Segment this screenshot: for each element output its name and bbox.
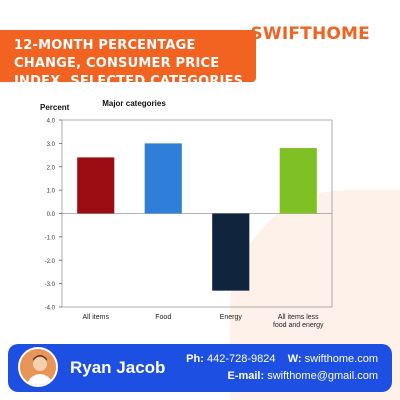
bar xyxy=(212,213,250,291)
email-label: E-mail: xyxy=(227,370,265,382)
person-icon xyxy=(20,349,56,385)
phone-number[interactable]: 442-728-9824 xyxy=(206,353,276,365)
title-banner: 12-MONTH PERCENTAGE CHANGE, CONSUMER PRI… xyxy=(0,30,256,89)
x-tick-label: Energy xyxy=(220,314,243,321)
chart-title: Major categories xyxy=(102,99,166,108)
phone-label: Ph: xyxy=(186,353,204,365)
y-axis-label: Percent xyxy=(40,103,70,112)
brand-logo: SWIFTHOME xyxy=(250,24,370,44)
y-tick-label: 2.0 xyxy=(47,165,56,171)
plot-area: 4.0 3.0 2.0 1.0 0.0 -1.0 -2.0 -3.0 -4.0 All items… xyxy=(45,119,333,329)
y-tick-label: -1.0 xyxy=(45,235,56,241)
avatar xyxy=(18,347,58,387)
y-tick-label: 3.0 xyxy=(47,142,56,148)
x-tick-label: All items xyxy=(83,314,110,321)
y-tick-label: -2.0 xyxy=(45,259,56,265)
y-tick-label: 0.0 xyxy=(47,212,56,218)
x-tick-label: food and energy xyxy=(273,322,324,329)
contact-phone-web: Ph: 442-728-9824 W: swifthome.com xyxy=(186,353,378,365)
x-tick-label: Food xyxy=(155,314,171,321)
email-link[interactable]: swifthome@gmail.com xyxy=(267,370,378,382)
y-tick-label: -4.0 xyxy=(45,306,56,312)
y-tick-label: 1.0 xyxy=(47,189,56,195)
page-title: 12-MONTH PERCENTAGE CHANGE, CONSUMER PRI… xyxy=(14,38,244,89)
contact-name: Ryan Jacob xyxy=(70,358,166,377)
y-tick-label: 4.0 xyxy=(47,119,56,125)
bar xyxy=(144,143,182,214)
bar xyxy=(279,148,317,214)
x-tick-label: All items less xyxy=(278,314,319,321)
contact-footer: Ryan Jacob Ph: 442-728-9824 W: swifthome… xyxy=(8,344,392,392)
contact-email: E-mail: swifthome@gmail.com xyxy=(227,370,378,382)
y-tick-label: -3.0 xyxy=(45,282,56,288)
web-label: W: xyxy=(287,353,302,365)
bar-chart: Major categories Percent 4.0 3.0 2.0 1.0 0.0… xyxy=(40,99,333,329)
bar xyxy=(77,157,115,214)
website-link[interactable]: swifthome.com xyxy=(304,353,378,365)
